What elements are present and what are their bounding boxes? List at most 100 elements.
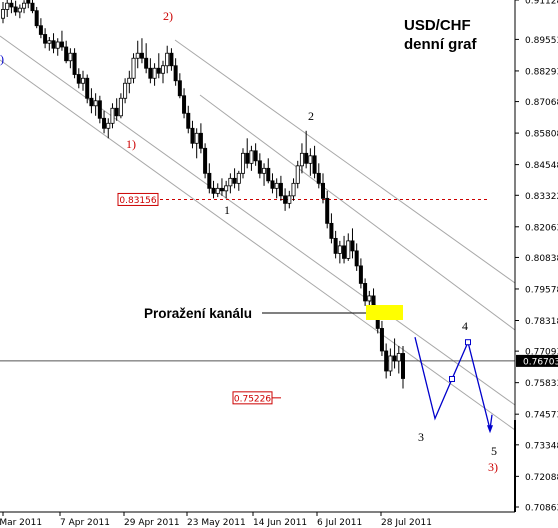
- title-line-1: USD/CHF: [404, 17, 471, 34]
- channel-line: [199, 94, 516, 331]
- candle-body: [337, 245, 342, 254]
- candle: [270, 173, 275, 194]
- y-tick-label: 0.73348: [525, 441, 558, 451]
- candle: [308, 148, 313, 176]
- candle-body: [278, 182, 283, 197]
- candle: [139, 38, 144, 64]
- candle-body: [89, 97, 94, 107]
- candle: [47, 36, 52, 51]
- candle-body: [26, 0, 31, 4]
- wave-label: 3: [418, 430, 424, 444]
- candle: [316, 163, 321, 189]
- breakout-label: Proražení kanálu: [144, 306, 252, 321]
- title-line-2: denní graf: [404, 36, 478, 53]
- candle: [102, 110, 107, 134]
- candle-body: [232, 177, 237, 184]
- candle-body: [93, 100, 98, 107]
- candle: [55, 38, 60, 56]
- candle: [169, 48, 174, 71]
- candle: [400, 345, 405, 389]
- candle-body: [379, 328, 384, 352]
- candle-body: [55, 41, 60, 49]
- candle-body: [325, 197, 330, 224]
- candle: [26, 0, 31, 9]
- candle: [396, 345, 401, 374]
- candle-body: [396, 353, 401, 362]
- candle: [215, 183, 220, 198]
- candle-body: [85, 77, 90, 99]
- candle-body: [177, 80, 182, 97]
- candle-body: [207, 172, 212, 189]
- y-tick-label: 0.70863: [525, 504, 558, 514]
- candle: [354, 243, 359, 271]
- candle-body: [270, 180, 275, 189]
- candle: [59, 30, 64, 51]
- candle-body: [72, 52, 77, 75]
- candle: [64, 40, 69, 64]
- candle-body: [0, 9, 6, 19]
- y-tick-label: 0.88293: [525, 67, 558, 77]
- candle-body: [59, 41, 64, 48]
- target-tag: 0.75226: [232, 391, 273, 405]
- wave-label: 2: [308, 109, 314, 123]
- candle: [38, 18, 43, 39]
- y-tick-label: 0.82063: [525, 223, 558, 233]
- candle-body: [245, 152, 250, 164]
- wave-label: 1: [224, 203, 230, 217]
- candle-body: [76, 74, 81, 84]
- candle: [110, 103, 115, 129]
- candle: [51, 33, 56, 54]
- candle: [9, 0, 14, 14]
- candle-body: [333, 237, 338, 254]
- candle: [72, 48, 77, 79]
- candle: [152, 63, 157, 86]
- y-tick-label: 0.87068: [525, 98, 558, 108]
- candle-body: [329, 222, 334, 239]
- candle: [0, 1, 6, 24]
- candle-body: [135, 52, 140, 59]
- candle: [350, 228, 355, 259]
- projection-node: [465, 339, 471, 346]
- target-tag-box: [232, 391, 273, 405]
- candle-body: [139, 52, 144, 59]
- x-tick-label: 6 Jul 2011: [317, 518, 362, 528]
- candle-body: [316, 172, 321, 184]
- target-tag-text: 0.75226: [234, 394, 271, 404]
- candle-body: [186, 112, 191, 129]
- candle: [106, 118, 111, 139]
- wave-projection: [414, 337, 493, 434]
- level-tag-text: 0.83156: [119, 196, 156, 206]
- candle-body: [253, 150, 258, 162]
- wave-label: 5: [491, 444, 497, 458]
- horizontal-levels: 0.83156 0.75226: [0, 192, 515, 405]
- candle-body: [102, 117, 107, 129]
- candle: [245, 138, 250, 169]
- candle: [337, 240, 342, 264]
- candle-body: [257, 160, 262, 174]
- candle: [186, 105, 191, 134]
- candle: [93, 93, 98, 116]
- wave-label: 4: [462, 319, 468, 333]
- candle-body: [9, 2, 14, 8]
- wave-label: 1): [126, 137, 136, 151]
- candle-body: [118, 97, 123, 117]
- candle-body: [5, 2, 10, 10]
- candle-body: [211, 187, 216, 194]
- candle: [236, 170, 241, 191]
- current-price-box: [516, 354, 558, 367]
- candle: [123, 78, 128, 104]
- chart-frame: [0, 0, 516, 513]
- candle: [34, 6, 39, 29]
- candle-body: [68, 52, 73, 62]
- candle: [144, 43, 149, 74]
- candle-body: [97, 100, 102, 119]
- candle-body: [43, 34, 48, 44]
- candle-body: [47, 40, 52, 44]
- candle-body: [38, 25, 43, 35]
- candle: [97, 95, 102, 124]
- candle-body: [173, 65, 178, 82]
- candle: [379, 320, 384, 356]
- candle-body: [274, 182, 279, 189]
